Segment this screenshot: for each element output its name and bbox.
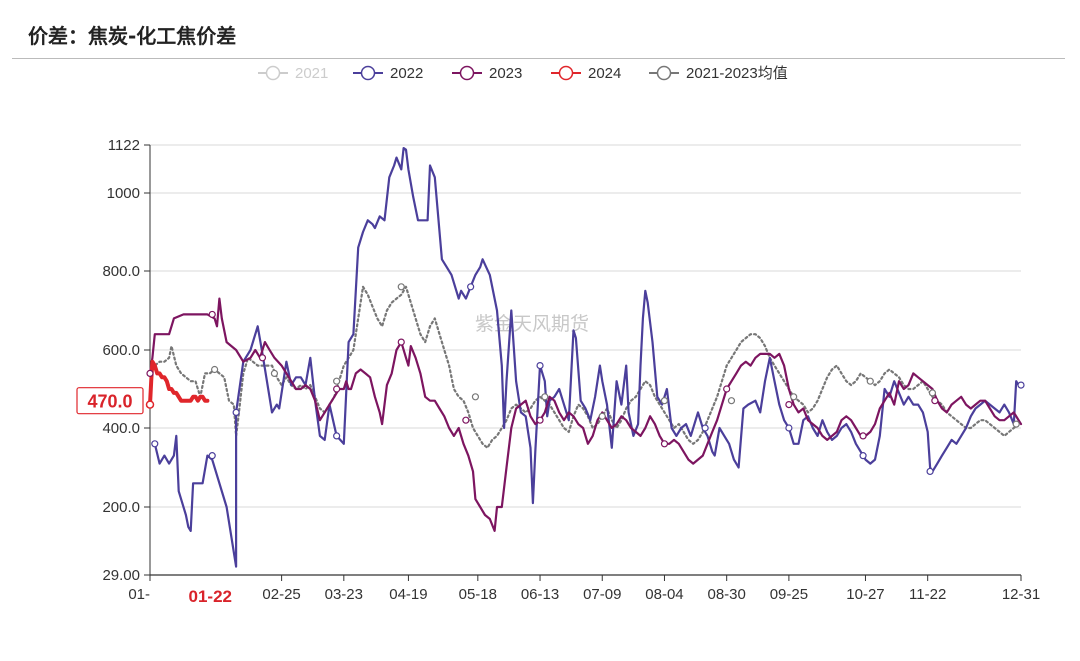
series-point-marker [397, 283, 405, 291]
legend-marker-icon [656, 65, 672, 81]
legend-item-2024[interactable]: 2024 [551, 65, 621, 82]
series-point-marker [467, 283, 475, 291]
watermark-text: 紫金天风期货 [475, 313, 589, 335]
legend-label: 2023 [489, 65, 522, 82]
series-point-marker [928, 389, 937, 397]
series-markers [145, 283, 1025, 476]
legend-item-2021-2023均值[interactable]: 2021-2023均值 [649, 65, 788, 82]
series-point-marker [208, 452, 216, 460]
series-point-marker [333, 385, 341, 393]
x-tick-label: 01- [128, 586, 150, 603]
series-point-marker [660, 397, 669, 405]
x-tick-label: 08-04 [645, 586, 683, 603]
x-tick-label: 10-27 [846, 586, 884, 603]
x-tick-label: 02-25 [262, 586, 300, 603]
x-tick-label: 11-22 [909, 586, 946, 603]
page-title: 价差：焦炭-化工焦价差 [28, 24, 237, 48]
x-axis: 01- 02-25 03-23 04-19 05-18 06-13 07-09 08-04 08… [128, 574, 1040, 606]
y-tick-label: 1000 [107, 185, 140, 202]
legend-marker-icon [360, 65, 376, 81]
series-point-marker [785, 401, 793, 409]
last-value-label: 470.0 [87, 392, 132, 412]
series-point-marker [926, 467, 934, 476]
y-tick-label: 800.0 [102, 263, 140, 280]
title-divider [12, 58, 1065, 59]
series-point-marker [790, 393, 798, 401]
series-point-marker [145, 400, 155, 409]
series-point-marker [541, 393, 549, 401]
last-value-badge: 470.0 [76, 387, 144, 415]
series-point-marker [333, 432, 341, 440]
series-point-marker [785, 424, 793, 432]
series-point-marker [1017, 381, 1025, 389]
legend-marker-icon [265, 65, 281, 81]
series-point-marker [208, 310, 216, 319]
legend-marker-icon [459, 65, 475, 81]
series-point-marker [536, 416, 544, 424]
series-point-marker [866, 377, 874, 385]
legend-label: 2024 [588, 65, 621, 82]
x-tick-label: 03-23 [325, 586, 363, 603]
gridlines [150, 144, 1021, 576]
series-point-marker [931, 397, 939, 405]
series-point-marker [270, 369, 279, 377]
series-point-marker [151, 440, 159, 448]
x-tick-label: 12-31 [1002, 586, 1040, 603]
series-line-2022 [153, 147, 1023, 568]
series-point-marker [859, 432, 867, 440]
y-tick-label: 1122 [108, 137, 140, 154]
x-tick-label: 05-18 [459, 586, 497, 603]
x-tick-label: 04-19 [389, 586, 427, 603]
series-point-marker [598, 412, 606, 420]
legend-item-2022[interactable]: 2022 [353, 65, 423, 82]
x-tick-label: 07-09 [583, 586, 621, 603]
last-value-box [76, 387, 144, 415]
series-point-marker [146, 369, 154, 377]
series-point-marker [536, 362, 544, 370]
series-point-marker [462, 416, 470, 424]
y-tick-label: 400.0 [102, 420, 140, 437]
legend-item-2021[interactable]: 2021 [258, 65, 328, 82]
series-point-marker [397, 338, 405, 346]
x-tick-label: 08-30 [707, 586, 745, 603]
y-tick-label: 29.00 [102, 567, 140, 584]
legend-label: 2021 [295, 65, 328, 82]
series-point-marker [333, 377, 341, 385]
series-point-marker [471, 393, 480, 401]
series-line-2021-2023均值 [148, 285, 1023, 449]
series-point-marker [723, 385, 731, 393]
series-point-marker [258, 354, 267, 362]
series-point-marker [859, 452, 867, 460]
series-lines [148, 147, 1023, 568]
legend-label: 2022 [390, 65, 423, 82]
legend-marker-icon [558, 65, 574, 81]
series-point-marker [211, 365, 219, 374]
y-tick-label: 600.0 [102, 342, 140, 359]
series-point-marker [232, 408, 240, 416]
series-point-marker [701, 424, 709, 432]
series-point-marker [660, 440, 669, 448]
series-line-2024 [148, 359, 210, 407]
current-date-label: 01-22 [189, 587, 232, 606]
x-tick-label: 09-25 [770, 586, 808, 603]
series-point-marker [1012, 420, 1020, 428]
series-line-2023 [148, 297, 1023, 532]
chart-legend: 2021 2022 2023 2024 2021-2023均值 [258, 65, 788, 82]
x-tick-label: 06-13 [521, 586, 559, 603]
y-tick-label: 200.0 [102, 499, 140, 516]
y-axis-ticks: 1122 1000 800.0 600.0 400.0 200.0 29.00 [102, 137, 151, 584]
legend-label: 2021-2023均值 [686, 65, 788, 82]
series-point-marker [727, 397, 736, 405]
legend-item-2023[interactable]: 2023 [452, 65, 522, 82]
